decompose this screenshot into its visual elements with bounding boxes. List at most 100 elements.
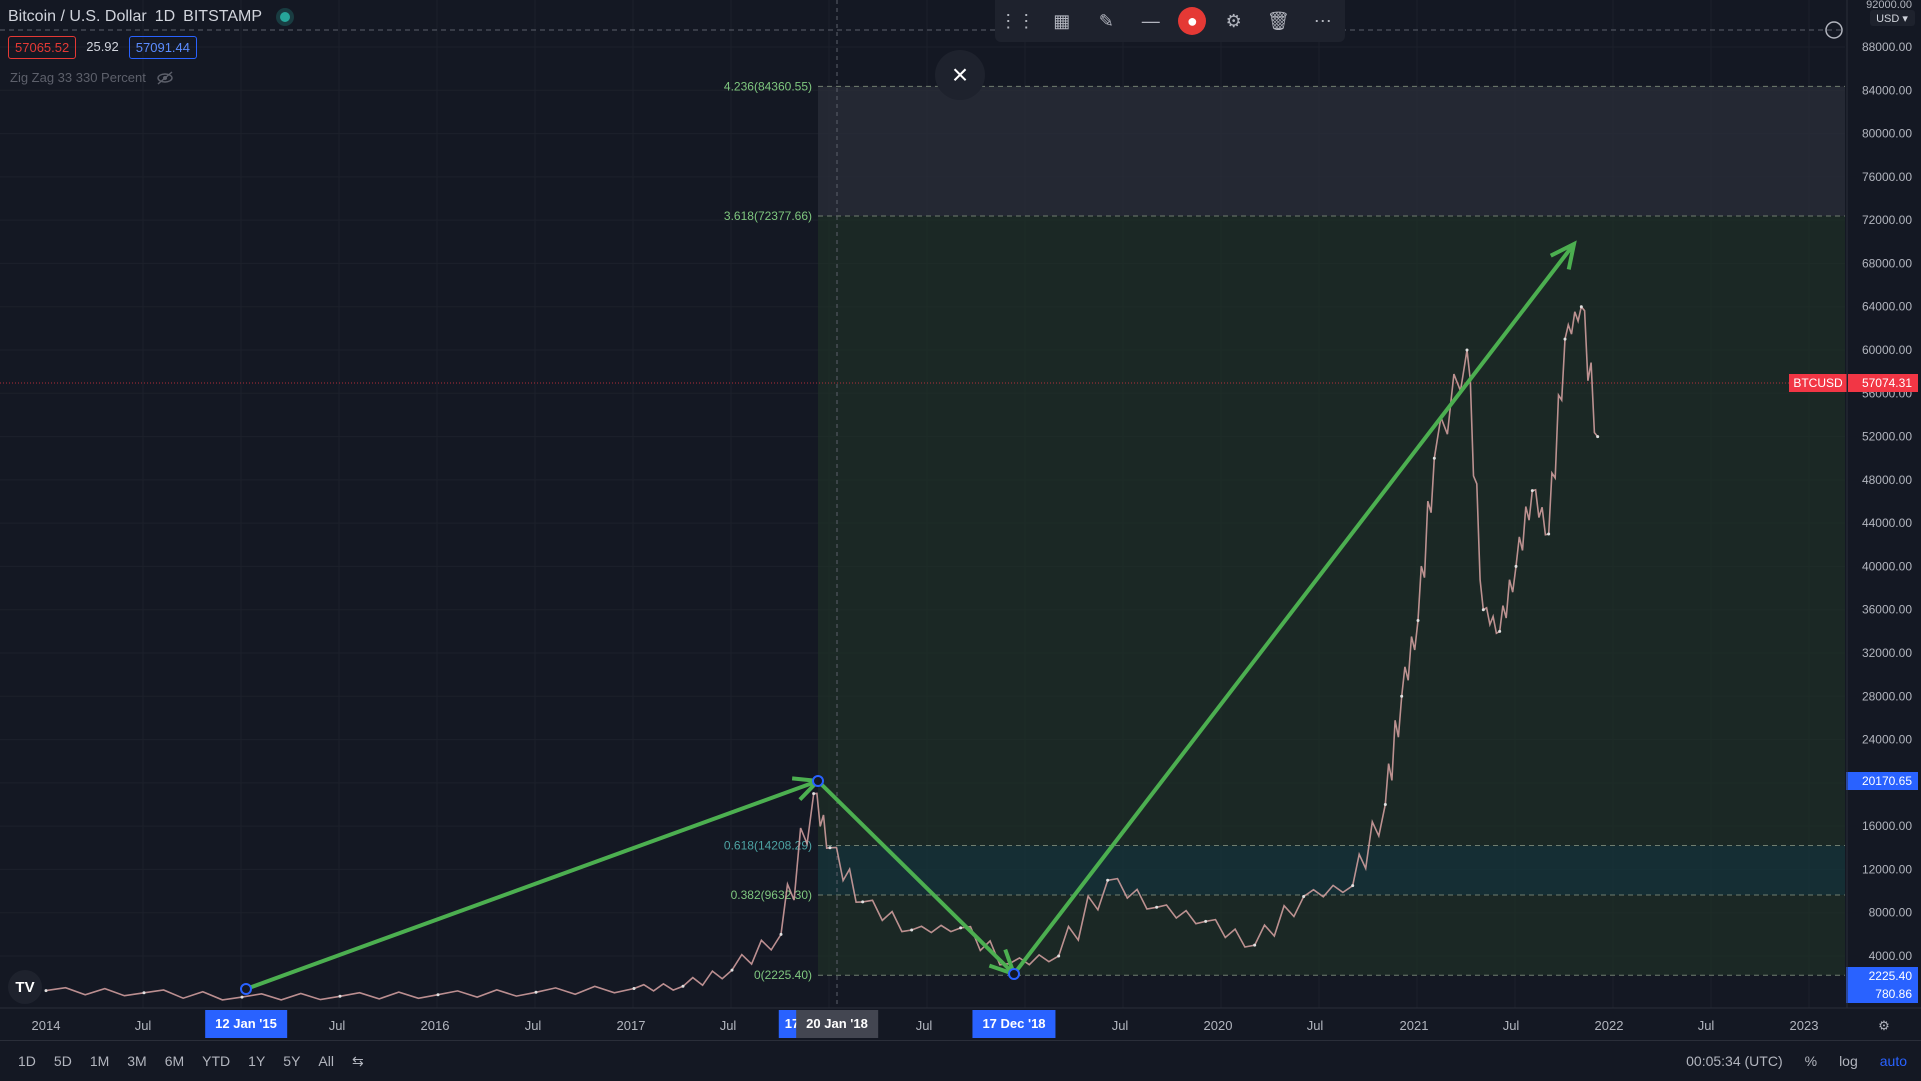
time-label: 2016 [420,1018,450,1033]
time-label: 2023 [1789,1018,1819,1033]
zigzag-pivot[interactable] [1008,968,1020,980]
fib-zone-main [818,216,1845,846]
price-point [910,928,914,932]
price-point [1416,619,1420,623]
settings-icon[interactable]: ⚙ [1225,10,1242,31]
bottom-toolbar: 1D 5D 1M 3M 6M YTD 1Y 5Y All ⇆ 00:05:34 … [0,1040,1921,1081]
goto-date-icon[interactable]: ⇆ [351,1053,364,1069]
trend-arrow-head [1549,240,1577,270]
range-ytd[interactable]: YTD [202,1053,231,1069]
hidden-eye-icon[interactable] [156,70,174,85]
price-label: 32000.00 [1862,646,1912,660]
time-label: Jul [1306,1018,1324,1033]
time-highlight-start: 12 Jan '15 [205,1010,287,1038]
price-point [632,986,636,990]
time-label: Jul [134,1018,152,1033]
range-1y[interactable]: 1Y [248,1053,266,1069]
pencil-icon[interactable]: ✎ [1098,10,1114,31]
symbol-tag-label: BTCUSD [1793,376,1843,390]
scale-options: 00:05:34 (UTC) % log auto [1686,1053,1907,1069]
range-1m[interactable]: 1M [89,1053,110,1069]
price-label: 88000.00 [1862,40,1912,54]
time-label: 2022 [1594,1018,1624,1033]
range-all[interactable]: All [318,1053,334,1069]
price-label: 92000.00 [1866,0,1912,11]
chart-settings-icon[interactable]: ⚙ [1878,1018,1890,1033]
bid-ask-panel: 57065.52 25.92 57091.44 [8,36,198,59]
fib-level-label: 0(2225.40) [754,968,812,982]
price-point [779,932,783,936]
bid-button[interactable]: 57065.52 [8,36,77,59]
mic-icon[interactable]: ● [1178,7,1207,35]
tradingview-logo[interactable]: TV [8,970,42,1004]
price-point [959,926,963,930]
price-point [1579,305,1583,309]
price-label: 40000.00 [1862,559,1912,573]
utc-clock[interactable]: 00:05:34 (UTC) [1686,1053,1783,1069]
price-label: 52000.00 [1862,430,1912,444]
exchange-label: BITSTAMP [183,8,262,25]
more-icon[interactable]: ⋯ [1313,10,1332,31]
price-point [1253,943,1257,947]
price-label: 68000.00 [1862,256,1912,270]
symbol-name[interactable]: Bitcoin / U.S. Dollar [8,8,147,25]
current-price-label: 57074.31 [1862,376,1912,390]
log-toggle[interactable]: log [1839,1053,1858,1069]
market-open-icon [280,12,290,22]
price-series [45,304,1599,1001]
time-label: Jul [1502,1018,1520,1033]
zigzag-pivot[interactable] [240,983,252,995]
zigzag-pivot[interactable] [812,775,824,787]
extra-marker-label: 780.86 [1875,987,1912,1001]
price-label: 64000.00 [1862,300,1912,314]
price-point [1465,348,1469,352]
price-point [1204,919,1208,923]
price-point [730,968,734,972]
price-point [240,995,244,999]
range-5y[interactable]: 5Y [283,1053,301,1069]
time-label: Jul [719,1018,737,1033]
range-6m[interactable]: 6M [164,1053,185,1069]
trend-arrow-line [245,779,819,991]
fib-zone-bottom [818,895,1845,976]
range-1d[interactable]: 1D [18,1053,36,1069]
price-axis-bg [1848,0,1921,1008]
price-point [436,993,440,997]
symbol-header: Bitcoin / U.S. Dollar 1D BITSTAMP [8,8,290,26]
indicator-legend[interactable]: Zig Zag 33 330 Percent [10,70,174,85]
line-width-icon[interactable]: — [1141,10,1160,31]
time-axis[interactable]: 2014 Jul 12 Jan '15 Jul 2016 Jul 2017 Ju… [0,1010,1921,1040]
price-label: 60000.00 [1862,343,1912,357]
trash-icon[interactable]: 🗑 [1266,10,1290,31]
price-label: 28000.00 [1862,689,1912,703]
time-label: 2021 [1399,1018,1429,1033]
time-label: Jul [328,1018,346,1033]
add-layout-icon[interactable]: ▦ [1053,10,1071,31]
price-label: 80000.00 [1862,127,1912,141]
interval-label[interactable]: 1D [154,8,176,25]
time-highlight-bottom: 17 Dec '18 [972,1010,1056,1038]
price-point [1514,564,1518,568]
low-marker-label: 2225.40 [1869,969,1913,983]
price-label: 44000.00 [1862,516,1912,530]
percent-toggle[interactable]: % [1804,1053,1818,1069]
add-alert-icon[interactable] [1825,21,1843,39]
indicator-name: Zig Zag 33 330 Percent [10,70,146,85]
current-price-tag [1848,374,1918,392]
close-button[interactable]: × [935,50,985,100]
price-point [1481,608,1485,612]
currency-label: USD ▾ [1876,13,1908,25]
price-label: 76000.00 [1862,170,1912,184]
auto-toggle[interactable]: auto [1879,1053,1907,1069]
symbol-tag [1789,374,1847,392]
fib-level-label: 4.236(84360.55) [724,79,812,93]
range-5d[interactable]: 5D [53,1053,72,1069]
trend-arrow-line [1012,242,1576,976]
drag-handle-icon[interactable]: ⋮⋮ [999,10,1036,31]
spread-value: 25.92 [86,39,119,54]
currency-selector[interactable] [1870,10,1915,26]
ask-button[interactable]: 57091.44 [128,36,198,59]
range-3m[interactable]: 3M [127,1053,147,1069]
